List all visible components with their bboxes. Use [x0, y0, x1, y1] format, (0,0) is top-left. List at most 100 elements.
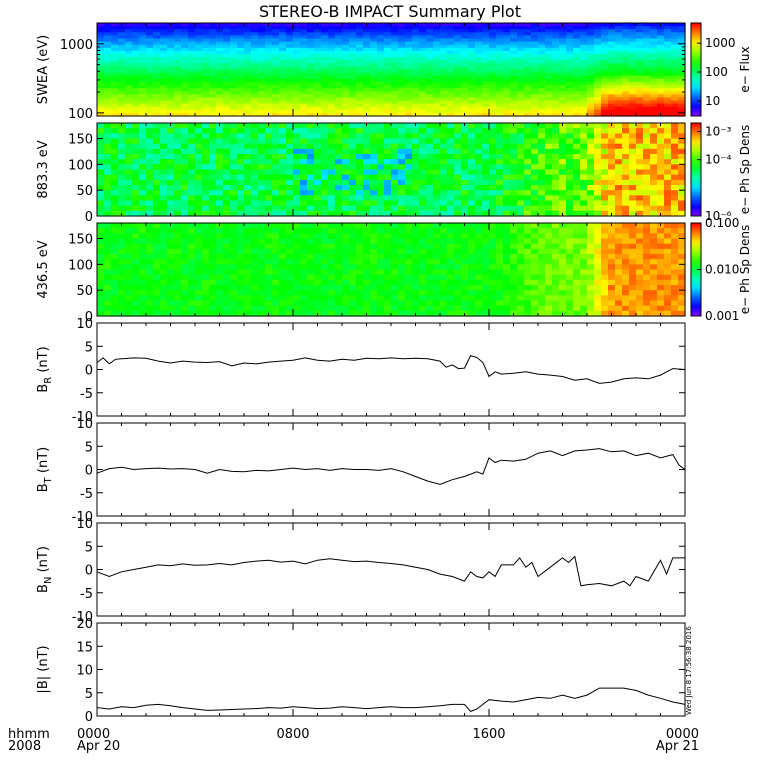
heatmap-cell [363, 279, 371, 286]
heatmap-cell [244, 138, 252, 145]
heatmap-cell [279, 174, 287, 181]
heatmap-cell [363, 29, 371, 33]
heatmap-cell [531, 32, 539, 36]
heatmap-cell [503, 159, 511, 165]
heatmap-cell [153, 81, 161, 86]
heatmap-cell [300, 274, 308, 281]
heatmap-cell [132, 138, 140, 145]
heatmap-cell [251, 200, 259, 207]
heatmap-cell [230, 128, 238, 134]
heatmap-cell [580, 164, 588, 171]
heatmap-cell [594, 159, 602, 165]
heatmap-cell [503, 195, 511, 202]
heatmap-cell [503, 91, 511, 95]
heatmap-cell [496, 106, 504, 111]
heatmap-cell [447, 54, 455, 58]
heatmap-1 [97, 23, 686, 117]
heatmap-cell [531, 154, 539, 160]
heatmap-cell [552, 148, 560, 155]
heatmap-cell [608, 32, 616, 36]
heatmap-cell [503, 72, 511, 77]
heatmap-cell [286, 205, 294, 212]
heatmap-cell [566, 138, 574, 145]
heatmap-cell [342, 305, 350, 312]
heatmap-cell [139, 81, 147, 86]
heatmap-cell [629, 38, 637, 43]
heatmap-cell [265, 69, 273, 74]
heatmap-cell [321, 112, 329, 117]
heatmap-cell [300, 38, 308, 43]
heatmap-cell [440, 179, 448, 186]
heatmap-cell [251, 38, 259, 43]
heatmap-cell [489, 23, 497, 27]
heatmap-cell [342, 269, 350, 276]
heatmap-cell [580, 81, 588, 86]
heatmap-cell [531, 185, 539, 191]
heatmap-cell [601, 63, 609, 67]
heatmap-cell [517, 38, 525, 43]
heatmap-cell [293, 205, 301, 212]
heatmap-cell [503, 154, 511, 160]
heatmap-cell [195, 47, 203, 52]
heatmap-cell [335, 195, 343, 202]
heatmap-cell [335, 295, 343, 302]
heatmap-cell [286, 23, 294, 27]
heatmap-cell [181, 91, 189, 95]
heatmap-cell [118, 169, 126, 176]
heatmap-cell [307, 305, 315, 312]
heatmap-cell [517, 100, 525, 105]
heatmap-cell [216, 174, 224, 181]
heatmap-cell [307, 154, 315, 160]
heatmap-cell [314, 305, 322, 312]
heatmap-cell [160, 164, 168, 171]
heatmap-cell [104, 274, 112, 281]
heatmap-cell [454, 57, 462, 61]
heatmap-cell [132, 279, 140, 286]
heatmap-cell [503, 112, 511, 117]
heatmap-cell [496, 164, 504, 171]
heatmap-cell [545, 205, 553, 212]
heatmap-cell [566, 47, 574, 52]
heatmap-cell [580, 50, 588, 55]
heatmap-cell [496, 185, 504, 191]
heatmap-cell [398, 159, 406, 165]
heatmap-cell [139, 112, 147, 117]
heatmap-cell [251, 190, 259, 196]
heatmap-cell [188, 103, 196, 108]
heatmap-cell [265, 169, 273, 176]
heatmap-cell [342, 23, 350, 27]
heatmap-cell [314, 85, 322, 89]
heatmap-cell [629, 190, 637, 196]
heatmap-cell [356, 112, 364, 117]
heatmap-cell [209, 26, 217, 30]
heatmap-cell [237, 78, 245, 83]
heatmap-cell [664, 205, 672, 212]
heatmap-cell [307, 109, 315, 114]
heatmap-cell [538, 159, 546, 165]
heatmap-cell [370, 29, 378, 33]
heatmap-cell [321, 23, 329, 27]
heatmap-cell [286, 254, 294, 260]
heatmap-cell [307, 103, 315, 108]
heatmap-cell [335, 66, 343, 71]
heatmap-cell [314, 274, 322, 281]
heatmap-cell [111, 279, 119, 286]
heatmap-cell [671, 190, 679, 196]
heatmap-cell [146, 69, 154, 74]
heatmap-cell [629, 29, 637, 33]
heatmap-cell [104, 210, 112, 217]
heatmap-cell [104, 295, 112, 302]
heatmap-cell [342, 47, 350, 52]
heatmap-cell [622, 123, 630, 129]
heatmap-cell [454, 200, 462, 207]
heatmap-cell [328, 210, 336, 217]
heatmap-cell [615, 185, 623, 191]
heatmap-cell [587, 75, 595, 80]
heatmap-cell [97, 259, 105, 265]
heatmap-cell [125, 106, 133, 111]
heatmap-cell [489, 109, 497, 114]
heatmap-cell [153, 154, 161, 160]
heatmap-cell [321, 205, 329, 212]
heatmap-cell [468, 109, 476, 114]
heatmap-cell [601, 200, 609, 207]
